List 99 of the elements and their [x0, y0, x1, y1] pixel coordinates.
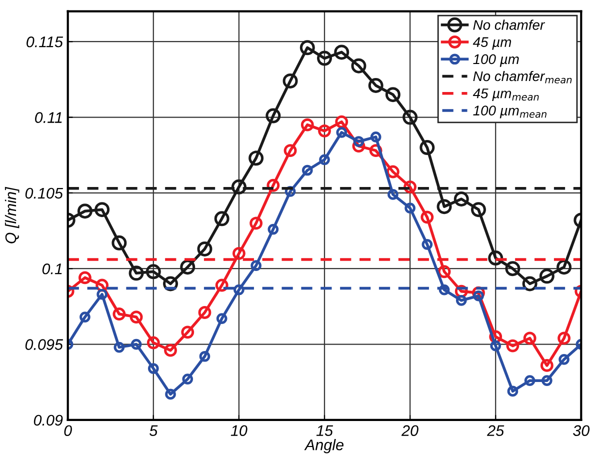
- point: [165, 388, 176, 400]
- point: [422, 238, 433, 250]
- point: [216, 313, 228, 324]
- point: [542, 375, 552, 386]
- y-tick-label: 0.095: [25, 339, 64, 350]
- point: [181, 326, 194, 339]
- point: [524, 375, 536, 386]
- point: [318, 124, 331, 138]
- point: [473, 290, 484, 302]
- y-tick-label: 0.115: [26, 36, 64, 48]
- legend-label: No chamfer: [473, 20, 546, 30]
- point: [215, 278, 228, 292]
- x-tick-label: 10: [230, 425, 248, 436]
- point: [420, 210, 434, 224]
- point: [388, 189, 398, 200]
- y-tick-label: 0.11: [35, 112, 62, 123]
- point: [180, 260, 196, 275]
- point: [148, 363, 159, 374]
- point: [556, 260, 572, 275]
- point: [558, 354, 570, 365]
- x-tick-label: 30: [573, 425, 590, 436]
- point: [231, 179, 246, 194]
- x-tick-label: 15: [316, 425, 334, 436]
- y-tick-label: 0.1: [42, 263, 62, 274]
- point: [146, 336, 160, 350]
- point: [130, 310, 143, 324]
- point: [402, 110, 418, 125]
- point: [523, 332, 536, 345]
- point: [268, 224, 279, 235]
- point: [539, 268, 554, 284]
- point: [522, 276, 538, 292]
- point: [353, 136, 364, 147]
- legend-label: No chamfer$_{mean}$: [473, 70, 572, 84]
- point: [370, 132, 382, 142]
- point: [199, 350, 210, 362]
- y-axis-title: Q [l/min]: [4, 186, 20, 244]
- x-tick-label: 0: [64, 425, 72, 436]
- point: [80, 312, 90, 322]
- point: [284, 144, 297, 158]
- point: [404, 202, 416, 214]
- x-axis-title: Angle: [304, 439, 344, 454]
- y-tick-label: 0.09: [34, 414, 63, 426]
- point: [300, 40, 315, 56]
- point: [214, 211, 230, 226]
- legend-label: 100 µm: [473, 54, 519, 67]
- point: [300, 118, 314, 132]
- point: [386, 165, 400, 178]
- point: [182, 374, 194, 385]
- point: [302, 164, 313, 176]
- legend-label: 45 µm$_{mean}$: [472, 88, 539, 102]
- point: [250, 260, 262, 272]
- point: [558, 332, 570, 345]
- point: [335, 115, 348, 128]
- point: [507, 386, 518, 397]
- point: [282, 73, 298, 88]
- point: [470, 202, 486, 218]
- point: [438, 284, 450, 296]
- point: [334, 44, 350, 60]
- point: [336, 127, 348, 138]
- point: [197, 241, 212, 256]
- point: [248, 150, 264, 166]
- point: [94, 202, 110, 218]
- point: [146, 264, 161, 280]
- point: [490, 340, 502, 352]
- point: [317, 50, 332, 66]
- point: [250, 216, 263, 230]
- legend-label: 45 µm: [472, 37, 512, 50]
- point: [198, 306, 212, 319]
- x-tick-label: 5: [149, 425, 158, 436]
- x-tick-label: 25: [487, 425, 504, 436]
- point: [130, 338, 142, 350]
- point: [454, 192, 469, 207]
- point: [112, 235, 127, 250]
- x-tick-label: 20: [401, 425, 418, 436]
- point: [438, 265, 451, 278]
- point: [77, 204, 92, 219]
- point: [266, 108, 281, 124]
- point: [78, 271, 92, 284]
- point: [114, 342, 125, 353]
- point: [436, 199, 452, 214]
- point: [232, 247, 246, 260]
- point: [128, 266, 144, 281]
- point: [385, 87, 400, 102]
- point: [420, 140, 435, 156]
- point: [351, 58, 366, 74]
- point: [234, 284, 244, 296]
- point: [112, 308, 126, 320]
- point: [319, 154, 330, 166]
- point: [404, 180, 417, 194]
- point: [506, 339, 520, 352]
- point: [505, 261, 520, 276]
- point: [164, 344, 177, 357]
- legend-label: 100 µm$_{mean}$: [473, 106, 546, 118]
- point: [368, 78, 384, 94]
- y-tick-label: 0.105: [25, 188, 64, 199]
- point: [456, 294, 467, 306]
- point: [540, 359, 554, 372]
- point: [96, 288, 108, 300]
- point: [488, 250, 504, 266]
